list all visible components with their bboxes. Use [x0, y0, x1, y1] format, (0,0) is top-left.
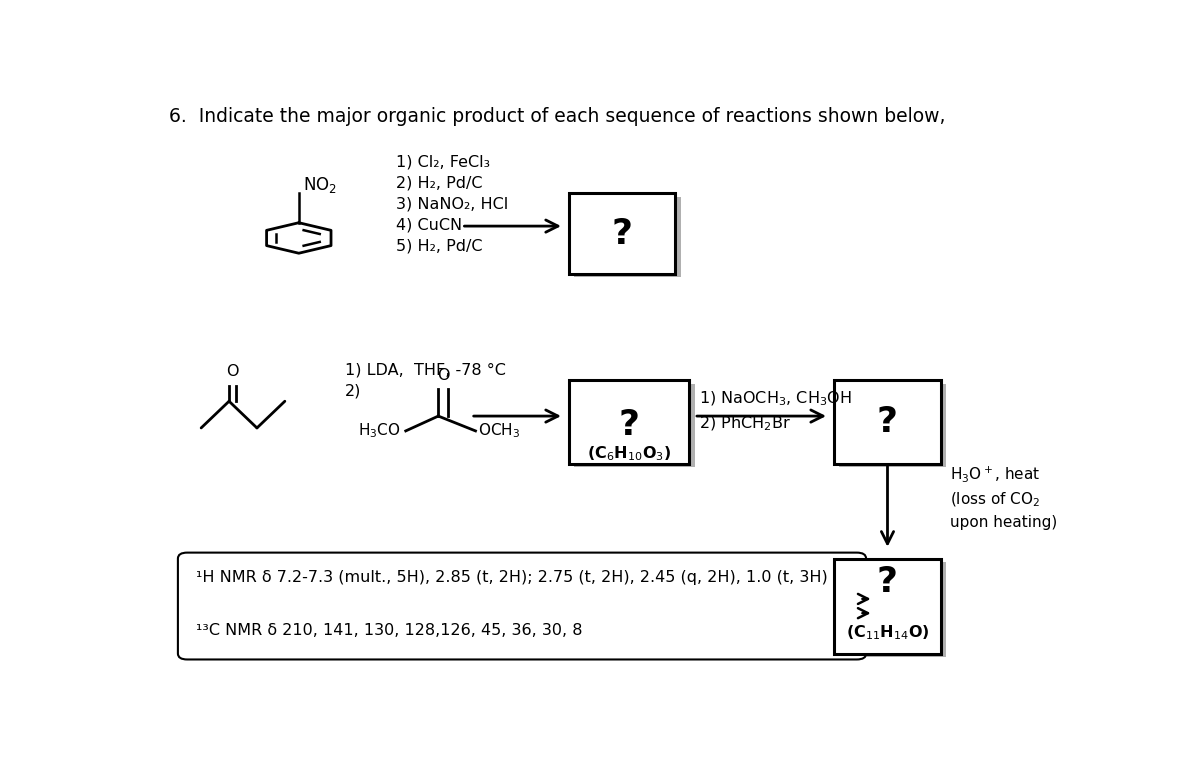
Bar — [834, 380, 941, 463]
Text: (C$_{11}$H$_{14}$O): (C$_{11}$H$_{14}$O) — [846, 624, 929, 642]
Bar — [839, 562, 946, 657]
Text: ¹³C NMR δ 210, 141, 130, 128,126, 45, 36, 30, 8: ¹³C NMR δ 210, 141, 130, 128,126, 45, 36… — [197, 623, 583, 638]
Text: ?: ? — [612, 217, 632, 251]
Bar — [574, 384, 695, 467]
Text: 1) LDA,  THF, -78 °C
2): 1) LDA, THF, -78 °C 2) — [346, 362, 506, 399]
FancyBboxPatch shape — [178, 553, 866, 659]
Text: 6.  Indicate the major organic product of each sequence of reactions shown below: 6. Indicate the major organic product of… — [168, 107, 946, 126]
Text: H$_3$O$^+$, heat
(loss of CO$_2$
upon heating): H$_3$O$^+$, heat (loss of CO$_2$ upon he… — [950, 463, 1057, 530]
Text: ?: ? — [877, 405, 898, 439]
Text: ?: ? — [618, 408, 640, 442]
Text: 1) Cl₂, FeCl₃
2) H₂, Pd/C
3) NaNO₂, HCl
4) CuCN
5) H₂, Pd/C: 1) Cl₂, FeCl₃ 2) H₂, Pd/C 3) NaNO₂, HCl … — [396, 155, 509, 254]
Bar — [574, 197, 682, 277]
Text: O: O — [437, 369, 449, 383]
Bar — [839, 384, 946, 467]
Text: H$_3$CO: H$_3$CO — [359, 422, 401, 440]
Bar — [834, 558, 941, 654]
Bar — [569, 194, 676, 274]
Text: OCH$_3$: OCH$_3$ — [479, 422, 521, 440]
Text: ¹H NMR δ 7.2-7.3 (mult., 5H), 2.85 (t, 2H); 2.75 (t, 2H), 2.45 (q, 2H), 1.0 (t, : ¹H NMR δ 7.2-7.3 (mult., 5H), 2.85 (t, 2… — [197, 571, 828, 585]
Text: NO$_2$: NO$_2$ — [304, 174, 337, 194]
Text: O: O — [227, 364, 239, 379]
Bar — [569, 380, 690, 463]
Text: ?: ? — [877, 565, 898, 599]
Text: (C$_6$H$_{10}$O$_3$): (C$_6$H$_{10}$O$_3$) — [587, 444, 671, 463]
Text: 1) NaOCH$_3$, CH$_3$OH
2) PhCH$_2$Br: 1) NaOCH$_3$, CH$_3$OH 2) PhCH$_2$Br — [698, 389, 852, 433]
